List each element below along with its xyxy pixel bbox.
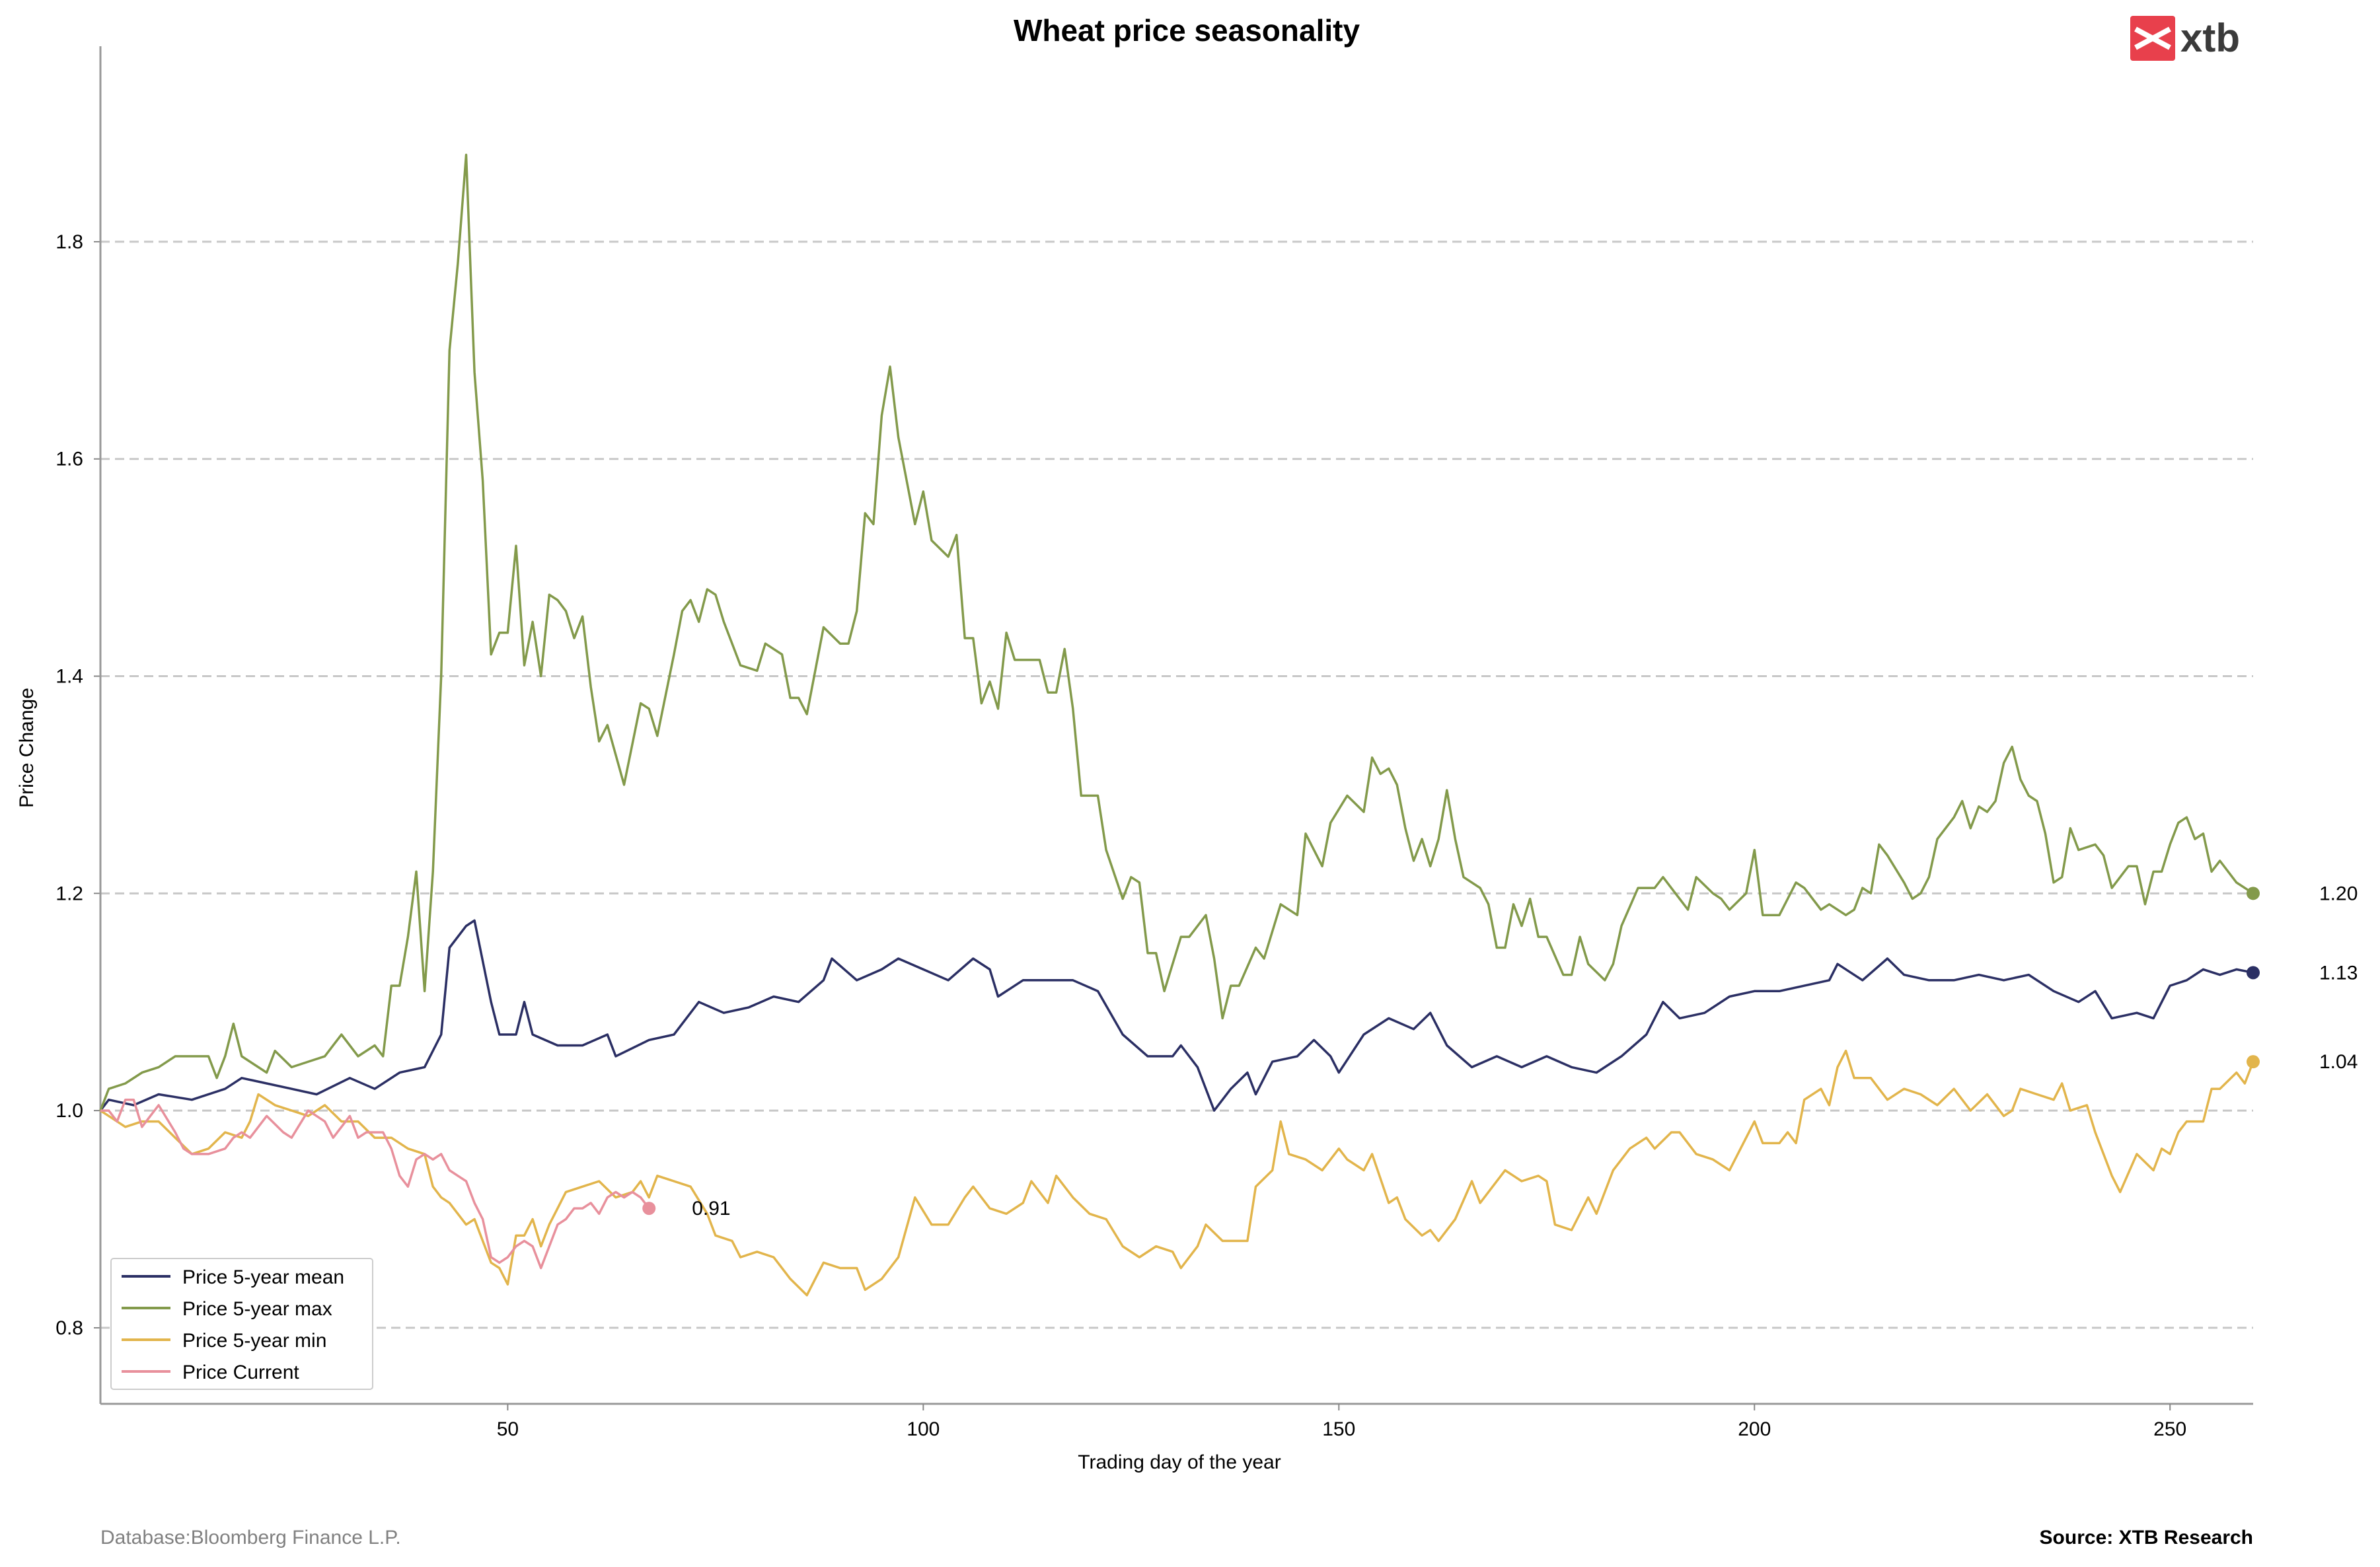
series-end-label-price-5-year-max: 1.20 bbox=[2319, 883, 2358, 904]
x-tick-label: 50 bbox=[497, 1418, 519, 1440]
series-end-marker-price-5-year-min bbox=[2247, 1055, 2260, 1069]
series-end-label-price-current: 0.91 bbox=[692, 1198, 730, 1220]
legend-box bbox=[110, 1258, 373, 1390]
series-lines bbox=[99, 153, 2260, 1297]
series-end-label-price-5-year-mean: 1.13 bbox=[2319, 962, 2358, 984]
series-line-price-current bbox=[100, 1098, 650, 1270]
x-tick-label: 150 bbox=[1322, 1418, 1355, 1440]
axes: 0.8 1.0 1.2 1.4 1.6 1.8 50 100 150 200 250 bbox=[56, 46, 2253, 1440]
y-tick-label: 1.6 bbox=[56, 449, 83, 470]
y-tick-label: 1.0 bbox=[56, 1100, 83, 1122]
gridlines bbox=[100, 240, 2253, 1329]
series-end-label-price-5-year-min: 1.04 bbox=[2319, 1051, 2358, 1073]
y-axis-label: Price Change bbox=[16, 688, 38, 808]
series-line-price-5-year-max bbox=[99, 153, 2254, 1111]
footer-database: Database:Bloomberg Finance L.P. bbox=[100, 1527, 401, 1549]
series-end-marker-price-5-year-mean bbox=[2247, 966, 2260, 980]
y-tick-label: 1.4 bbox=[56, 666, 83, 688]
end-labels: 1.13 1.20 1.04 0.91 bbox=[692, 883, 2358, 1220]
xtb-logo-text: xtb bbox=[2180, 16, 2240, 60]
series-line-price-5-year-mean bbox=[99, 919, 2254, 1112]
footer-source: Source: XTB Research bbox=[2040, 1527, 2253, 1549]
x-tick-label: 250 bbox=[2153, 1418, 2186, 1440]
legend-label-price-5-year-mean: Price 5-year mean bbox=[182, 1266, 344, 1288]
series-end-marker-price-current bbox=[642, 1202, 656, 1216]
series-line-price-5-year-min bbox=[100, 1049, 2254, 1297]
legend-label-price-5-year-max: Price 5-year max bbox=[182, 1298, 332, 1320]
legend: Price 5-year mean Price 5-year max Price 5… bbox=[110, 1258, 373, 1390]
x-tick-label: 100 bbox=[907, 1418, 940, 1440]
x-axis-label: Trading day of the year bbox=[1078, 1451, 1281, 1473]
chart-title: Wheat price seasonality bbox=[1014, 13, 1360, 48]
y-tick-label: 0.8 bbox=[56, 1317, 83, 1339]
y-tick-label: 1.8 bbox=[56, 231, 83, 253]
xtb-logo-cross-icon bbox=[2134, 26, 2171, 50]
legend-label-price-5-year-min: Price 5-year min bbox=[182, 1330, 326, 1352]
series-end-marker-price-5-year-max bbox=[2247, 887, 2260, 900]
x-tick-label: 200 bbox=[1738, 1418, 1771, 1440]
legend-label-price-current: Price Current bbox=[182, 1362, 299, 1383]
y-tick-label: 1.2 bbox=[56, 883, 83, 904]
xtb-logo: xtb bbox=[2130, 16, 2240, 61]
